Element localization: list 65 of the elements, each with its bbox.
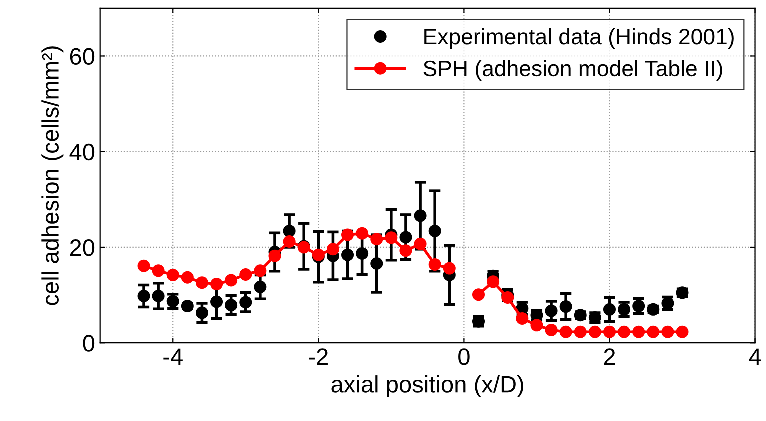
- point: [370, 257, 384, 270]
- point: [647, 326, 660, 338]
- x-axis-title: axial position (x/D): [332, 376, 524, 398]
- point: [181, 271, 194, 284]
- point: [283, 224, 296, 238]
- point: [210, 296, 224, 308]
- point: [487, 276, 500, 288]
- point: [356, 227, 369, 240]
- x-tick-label: -4: [164, 348, 183, 366]
- point: [225, 274, 238, 287]
- point: [240, 296, 252, 309]
- point: [342, 248, 354, 262]
- point: [240, 268, 252, 281]
- point: [618, 303, 631, 316]
- point: [560, 300, 572, 314]
- point: [356, 247, 369, 260]
- point: [632, 300, 646, 313]
- point: [632, 326, 646, 338]
- point: [662, 326, 674, 338]
- point: [152, 290, 165, 303]
- point: [603, 303, 616, 316]
- y-axis-title: cell adhesion (cells/mm²): [42, 46, 64, 306]
- point: [428, 224, 442, 238]
- point: [254, 264, 267, 278]
- point: [516, 312, 529, 325]
- point: [414, 238, 427, 250]
- point: [574, 326, 587, 338]
- y-tick-label: 20: [70, 240, 95, 256]
- point: [545, 324, 558, 336]
- x-tick-label: 2: [604, 348, 616, 366]
- point: [472, 288, 485, 302]
- point: [370, 233, 384, 246]
- point: [326, 243, 340, 256]
- point: [138, 290, 150, 303]
- point: [618, 326, 631, 338]
- legend-label: Experimental data (Hinds 2001): [424, 28, 734, 50]
- point: [196, 306, 208, 320]
- x-tick-label: -2: [309, 348, 328, 366]
- y-tick-label: 40: [70, 144, 95, 161]
- point: [152, 264, 165, 278]
- legend-label: SPH (adhesion model Table II): [424, 60, 722, 81]
- point: [385, 232, 398, 244]
- point: [166, 295, 180, 308]
- y-tick-label: 60: [70, 48, 95, 66]
- point: [560, 326, 572, 338]
- point: [254, 280, 267, 294]
- y-tick-label: 0: [83, 335, 95, 352]
- point: [414, 210, 427, 222]
- point: [283, 236, 296, 248]
- point: [545, 304, 558, 318]
- point: [138, 260, 150, 272]
- point: [268, 250, 282, 262]
- point: [225, 299, 238, 312]
- point: [210, 278, 224, 291]
- point: [676, 326, 689, 338]
- point: [443, 262, 456, 275]
- x-tick-label: 4: [749, 348, 762, 366]
- point: [166, 268, 180, 282]
- point: [603, 326, 616, 338]
- point: [400, 231, 412, 244]
- x-tick-label: 0: [458, 348, 470, 366]
- point: [428, 258, 442, 271]
- point: [588, 326, 602, 338]
- point: [400, 244, 412, 258]
- point: [196, 276, 208, 290]
